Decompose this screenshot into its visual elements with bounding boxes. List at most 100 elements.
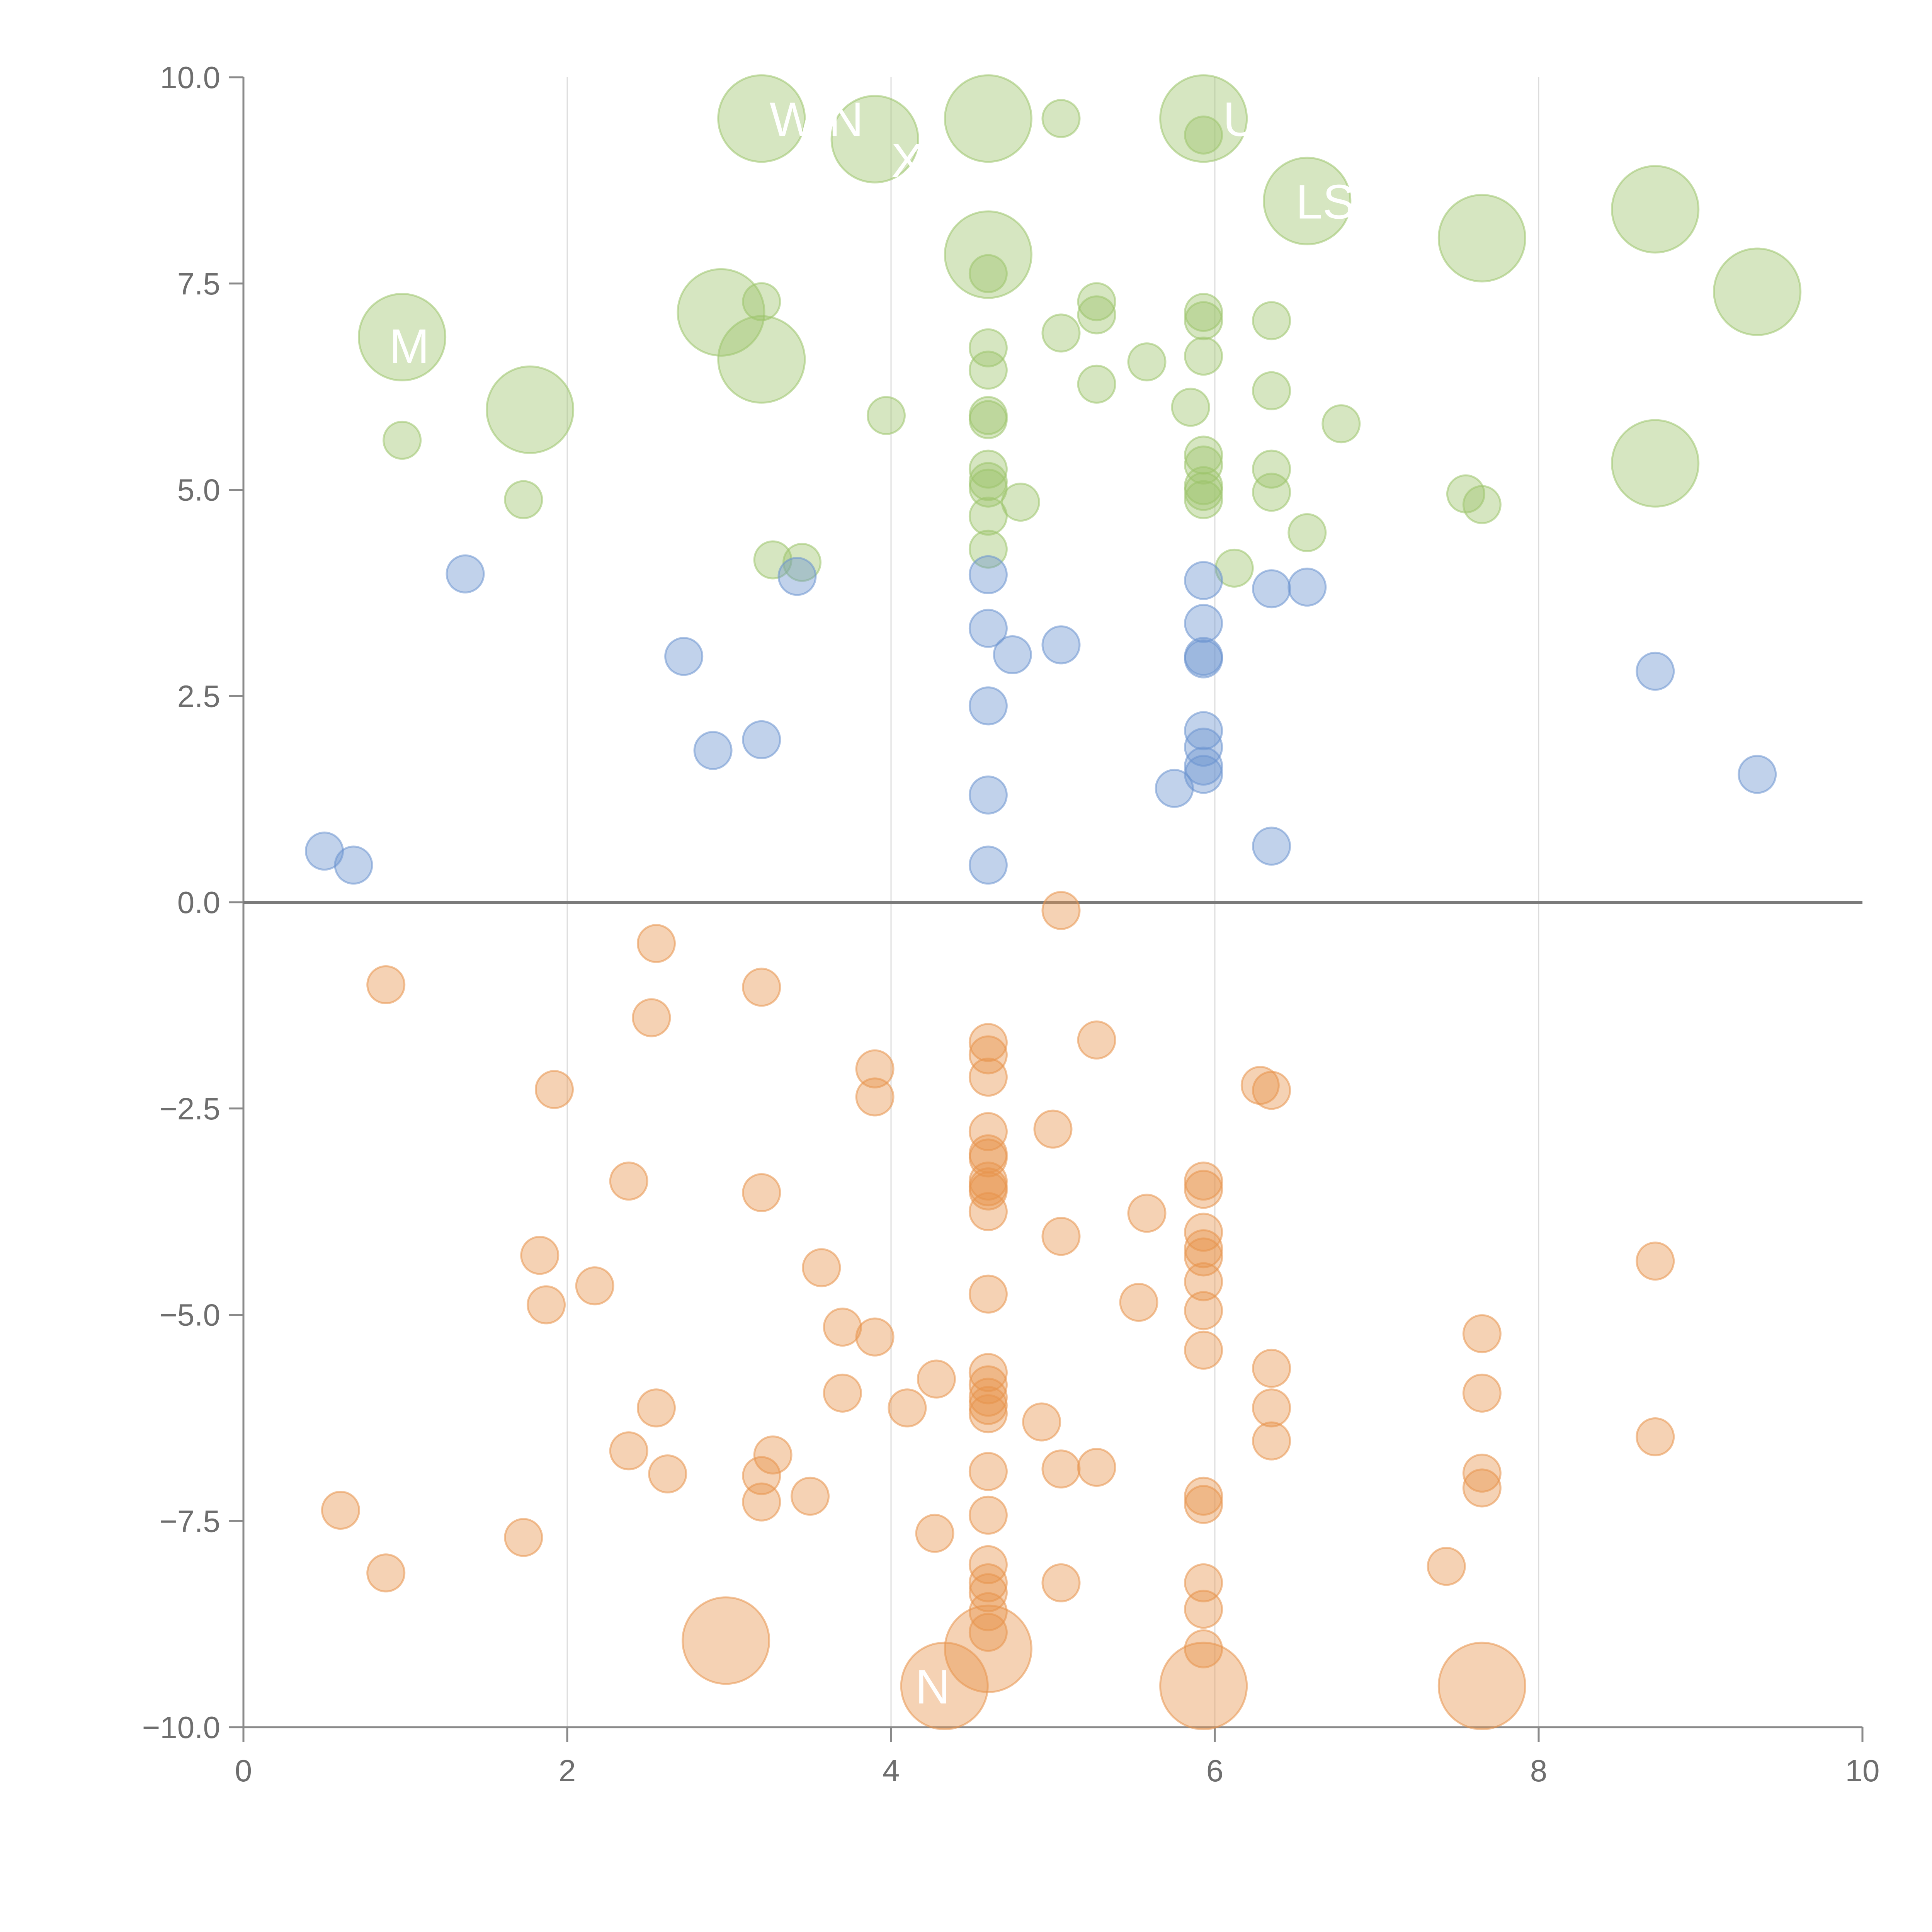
green-point bbox=[383, 420, 422, 460]
green-point bbox=[830, 95, 919, 184]
blue-point bbox=[1184, 747, 1223, 786]
orange-point bbox=[968, 1386, 1008, 1425]
orange-point bbox=[968, 1138, 1008, 1178]
orange-point bbox=[1119, 1282, 1158, 1322]
orange-point bbox=[968, 1035, 1008, 1075]
orange-point bbox=[1184, 1485, 1223, 1524]
green-point bbox=[717, 315, 806, 404]
green-point bbox=[968, 254, 1008, 293]
orange-point bbox=[823, 1373, 862, 1413]
green-point bbox=[1184, 115, 1223, 155]
green-point bbox=[1159, 74, 1248, 163]
green-point bbox=[968, 328, 1008, 367]
orange-point bbox=[742, 968, 781, 1007]
blue-point bbox=[742, 720, 781, 759]
x-tick-label: 10 bbox=[1845, 1753, 1880, 1788]
green-point bbox=[968, 400, 1008, 439]
orange-point bbox=[632, 998, 671, 1037]
blue-point bbox=[968, 845, 1008, 885]
orange-point bbox=[1184, 1629, 1223, 1668]
orange-point bbox=[855, 1077, 895, 1117]
orange-point bbox=[1184, 1170, 1223, 1209]
green-point bbox=[504, 480, 543, 519]
green-point bbox=[968, 350, 1008, 390]
orange-point bbox=[682, 1596, 770, 1685]
green-point bbox=[753, 540, 793, 580]
blue-point bbox=[968, 686, 1008, 726]
blue-point bbox=[1287, 567, 1327, 607]
green-point bbox=[677, 268, 765, 357]
green-point bbox=[1252, 449, 1291, 489]
green-point bbox=[866, 396, 906, 435]
annotation-label: U bbox=[1223, 93, 1258, 146]
orange-point bbox=[915, 1514, 954, 1553]
annotation-label: LS bbox=[1296, 175, 1355, 229]
orange-point bbox=[1252, 1421, 1291, 1461]
orange-point bbox=[855, 1049, 895, 1088]
y-tick-label: −2.5 bbox=[159, 1092, 220, 1126]
orange-point bbox=[791, 1476, 830, 1516]
orange-point bbox=[968, 1563, 1008, 1602]
blue-point bbox=[1155, 769, 1194, 808]
green-point bbox=[782, 543, 822, 582]
blue-point bbox=[1184, 755, 1223, 794]
y-tick-label: 10.0 bbox=[160, 60, 220, 95]
orange-point bbox=[1427, 1547, 1466, 1586]
green-point bbox=[1263, 156, 1352, 245]
orange-point bbox=[609, 1431, 648, 1471]
orange-point bbox=[1127, 1194, 1167, 1233]
green-point bbox=[1184, 480, 1223, 519]
blue-point bbox=[968, 609, 1008, 648]
x-tick-label: 8 bbox=[1530, 1753, 1548, 1788]
orange-point bbox=[742, 1173, 781, 1213]
green-point bbox=[944, 74, 1032, 163]
blue-point bbox=[693, 731, 733, 770]
blue-point bbox=[1184, 639, 1223, 679]
orange-point bbox=[888, 1388, 927, 1428]
blue-point bbox=[664, 637, 704, 676]
green-point bbox=[742, 282, 781, 321]
blue-point bbox=[968, 555, 1008, 594]
orange-point bbox=[1184, 1590, 1223, 1629]
green-point bbox=[1462, 485, 1502, 524]
orange-point bbox=[900, 1641, 989, 1730]
orange-point bbox=[1033, 1109, 1073, 1149]
green-point bbox=[1041, 313, 1081, 353]
green-point bbox=[717, 74, 806, 163]
orange-point bbox=[1462, 1373, 1502, 1413]
x-tick-label: 4 bbox=[883, 1753, 900, 1788]
x-tick-label: 2 bbox=[559, 1753, 576, 1788]
orange-point bbox=[636, 924, 676, 963]
green-point bbox=[1611, 165, 1700, 254]
annotation-label: X bbox=[891, 134, 923, 188]
orange-point bbox=[1077, 1020, 1116, 1060]
annotation-label: M bbox=[389, 320, 429, 373]
orange-point bbox=[1041, 1217, 1081, 1256]
orange-point bbox=[968, 1171, 1008, 1211]
green-point bbox=[1184, 337, 1223, 376]
orange-point bbox=[321, 1490, 360, 1530]
green-point bbox=[358, 293, 447, 382]
green-point bbox=[1077, 282, 1116, 321]
green-point bbox=[1437, 194, 1526, 282]
orange-point bbox=[1184, 1476, 1223, 1516]
green-point bbox=[1184, 472, 1223, 511]
orange-point bbox=[1159, 1641, 1248, 1730]
orange-point bbox=[504, 1518, 543, 1557]
orange-point bbox=[968, 1592, 1008, 1631]
orange-point bbox=[1041, 891, 1081, 930]
orange-point bbox=[1184, 1162, 1223, 1201]
blue-point bbox=[1738, 755, 1777, 794]
annotation-label: WIN bbox=[770, 93, 864, 146]
orange-point bbox=[648, 1454, 687, 1494]
y-tick-label: 5.0 bbox=[177, 473, 220, 507]
green-point bbox=[1611, 419, 1700, 508]
green-point bbox=[1077, 364, 1116, 404]
green-point bbox=[486, 365, 575, 454]
blue-point bbox=[446, 554, 485, 594]
y-tick-label: −5.0 bbox=[159, 1298, 220, 1332]
orange-point bbox=[968, 1023, 1008, 1062]
orange-point bbox=[609, 1162, 648, 1201]
